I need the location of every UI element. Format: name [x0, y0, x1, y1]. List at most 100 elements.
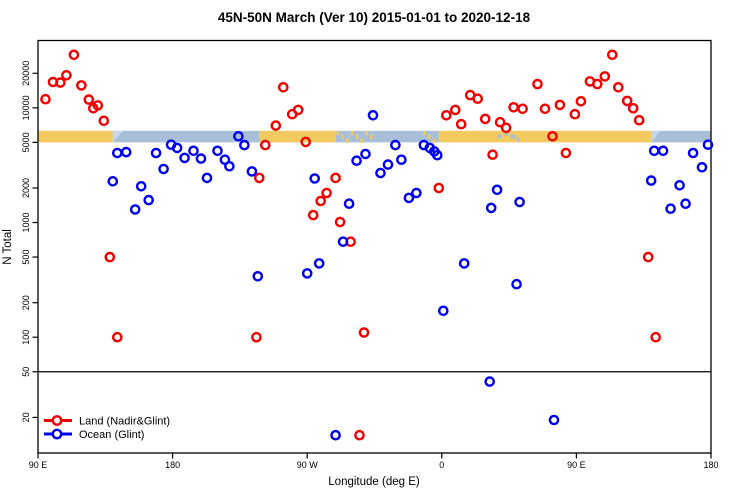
data-point-land — [76, 80, 87, 91]
data-point-land — [621, 95, 633, 107]
data-point-land — [104, 251, 116, 263]
band-coast-speckle — [370, 134, 373, 140]
data-point-land — [560, 147, 572, 159]
plot-area: 20 50 100 200 500 1000 2000 5000 10000 20000 90 E 1… — [21, 39, 719, 470]
data-point-land — [508, 102, 519, 113]
data-point-ocean — [437, 305, 449, 317]
data-point-ocean — [129, 204, 141, 215]
data-point-land — [253, 172, 265, 184]
data-point-ocean — [246, 166, 258, 177]
data-point-ocean — [188, 145, 199, 157]
data-point-ocean — [375, 167, 386, 179]
band-coast-speckle — [365, 130, 368, 136]
data-point-ocean — [702, 139, 714, 150]
data-point-land — [487, 149, 498, 160]
data-point-land — [259, 139, 271, 151]
land-ocean-band-segment-ocean — [112, 130, 260, 143]
data-point-land — [633, 114, 645, 126]
data-point-land — [68, 49, 80, 61]
data-point-ocean — [112, 147, 123, 159]
band-speckle — [504, 131, 509, 136]
data-point-ocean — [687, 147, 699, 159]
land-ocean-band-segment-ocean — [651, 130, 711, 143]
y-tick-label: 10000 — [21, 95, 31, 120]
data-point-land — [98, 115, 110, 127]
land-ocean-band-segment-land — [259, 130, 336, 143]
data-point-land — [315, 195, 327, 207]
y-tick-label: 100 — [21, 330, 31, 345]
data-point-ocean — [396, 154, 407, 165]
data-point-land — [449, 104, 461, 116]
data-point-ocean — [403, 192, 415, 204]
band-coast-speckle — [360, 138, 363, 143]
band-speckle — [516, 137, 520, 142]
data-point-land — [592, 78, 603, 90]
data-point-ocean — [337, 236, 349, 247]
data-point-ocean — [680, 198, 691, 209]
band-coast-notch — [112, 130, 124, 143]
legend-circle-glyph — [51, 415, 63, 426]
x-tick-label: 90 W — [297, 460, 319, 470]
data-point-land — [547, 130, 558, 142]
data-point-ocean — [411, 187, 422, 199]
land-ocean-band-segment-land — [38, 130, 113, 143]
data-point-land — [83, 94, 95, 105]
legend-item-ocean: Ocean (Glint) — [44, 428, 144, 441]
x-tick-label: 90 E — [567, 460, 586, 470]
data-point-ocean — [120, 146, 132, 158]
data-point-ocean — [179, 152, 190, 164]
data-point-land — [479, 113, 491, 125]
data-point-ocean — [514, 196, 525, 208]
data-point-ocean — [239, 139, 250, 151]
x-tick-label: 90 E — [29, 460, 48, 470]
data-point-ocean — [665, 203, 676, 214]
data-point-ocean — [330, 429, 341, 441]
data-point-land — [575, 96, 587, 107]
y-tick-label: 2000 — [21, 178, 31, 198]
data-point-land — [321, 187, 332, 199]
data-point-land — [61, 70, 72, 81]
legend: Land (Nadir&Glint)Ocean (Glint) — [44, 415, 170, 441]
data-point-ocean — [382, 159, 394, 170]
data-point-ocean — [135, 180, 147, 192]
band-coast-notch — [651, 130, 661, 143]
data-point-land — [539, 103, 551, 115]
data-point-ocean — [301, 268, 313, 279]
land-ocean-band-segment-ocean — [373, 130, 423, 143]
plot-border — [37, 39, 712, 454]
y-tick-label: 1000 — [21, 213, 31, 233]
data-point-land — [92, 100, 104, 111]
data-point-land — [613, 82, 624, 93]
y-tick-label: 20 — [21, 412, 31, 422]
data-point-land — [358, 327, 370, 338]
data-point-ocean — [143, 194, 154, 206]
data-point-land — [500, 122, 512, 134]
data-point-ocean — [484, 376, 496, 387]
data-point-land — [300, 136, 312, 148]
x-tick-label: 180 — [165, 460, 180, 470]
land-ocean-band-segment-mixed — [335, 130, 374, 143]
data-point-ocean — [171, 142, 183, 154]
data-point-land — [569, 108, 581, 120]
data-point-land — [270, 120, 282, 131]
data-point-ocean — [645, 175, 657, 186]
y-tick-label: 500 — [21, 250, 31, 265]
data-point-ocean — [431, 149, 443, 161]
data-point-ocean — [648, 145, 660, 157]
data-point-ocean — [150, 147, 162, 159]
y-tick-label: 20000 — [21, 61, 31, 86]
band-coast-speckle — [432, 138, 436, 143]
data-point-ocean — [485, 202, 497, 214]
band-coast-speckle — [346, 138, 349, 143]
data-point-land — [455, 118, 467, 130]
data-point-land — [472, 93, 484, 104]
land-ocean-band-segment-land — [438, 130, 652, 143]
data-point-ocean — [351, 155, 362, 166]
legend-item-label: Land (Nadir&Glint) — [79, 416, 170, 428]
data-point-land — [55, 77, 66, 88]
data-point-ocean — [657, 145, 669, 157]
data-point-land — [292, 104, 304, 116]
data-point-ocean — [158, 163, 169, 175]
